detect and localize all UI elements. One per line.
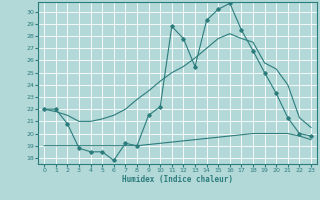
X-axis label: Humidex (Indice chaleur): Humidex (Indice chaleur) xyxy=(122,175,233,184)
